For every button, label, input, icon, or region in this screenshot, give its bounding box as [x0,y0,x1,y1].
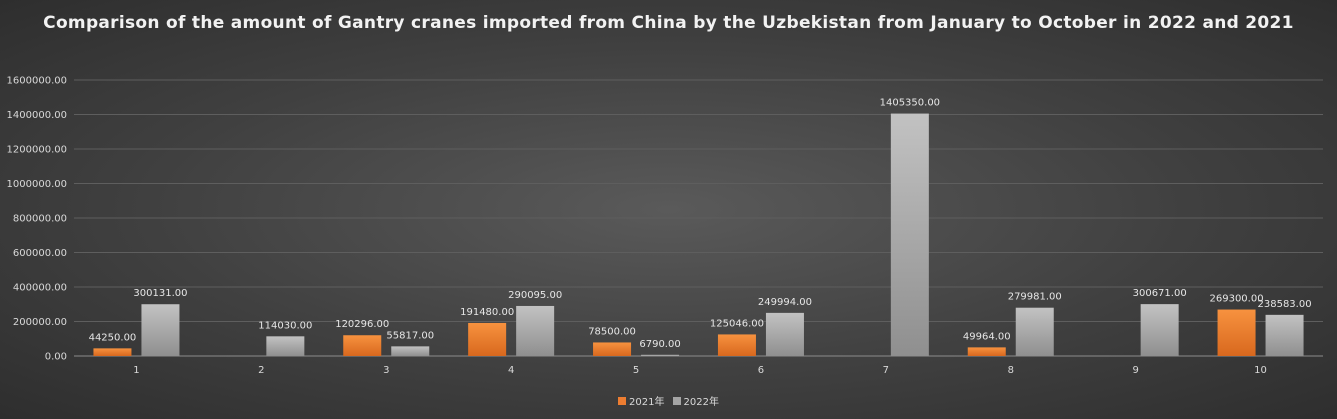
data-label: 44250.00 [89,332,137,343]
legend-item-2021: 2021年 [618,393,665,408]
bar-2022 [1140,304,1179,356]
data-label: 249994.00 [758,297,812,308]
chart-title: Comparison of the amount of Gantry crane… [43,13,1294,33]
x-tick-label: 3 [383,365,389,376]
legend: 2021年 2022年 [0,393,1337,408]
bar-2021 [1217,309,1256,356]
bar-2021 [593,342,632,356]
bar-2021 [93,348,132,356]
data-label: 6790.00 [639,339,680,350]
legend-label-2021: 2021年 [629,397,665,408]
x-tick-label: 9 [1132,365,1138,376]
x-tick-label: 2 [258,365,264,376]
bar-2021 [468,322,507,356]
bar-2022 [141,304,180,356]
data-label: 114030.00 [258,320,312,331]
data-label: 120296.00 [335,319,389,330]
y-tick-label: 400000.00 [13,283,67,294]
data-label: 238583.00 [1258,299,1312,310]
y-tick-label: 200000.00 [13,317,67,328]
bar-2021 [343,335,382,356]
bar-2022 [266,336,305,356]
x-tick-label: 10 [1254,365,1267,376]
data-label: 49964.00 [963,331,1011,342]
bar-2022 [391,346,430,356]
y-tick-label: 1200000.00 [7,145,67,156]
data-label: 125046.00 [710,318,764,329]
data-label: 191480.00 [460,307,514,318]
data-label: 290095.00 [508,290,562,301]
bar-2022 [765,312,804,356]
x-tick-label: 1 [133,365,139,376]
y-tick-label: 1400000.00 [7,110,67,121]
bar-2022 [1015,307,1054,356]
y-tick-label: 1600000.00 [7,76,67,87]
x-tick-label: 8 [1008,365,1014,376]
y-tick-label: 600000.00 [13,248,67,259]
bar-2022 [516,305,555,356]
bar-2022 [890,113,929,357]
data-label: 300671.00 [1133,288,1187,299]
data-label: 279981.00 [1008,292,1062,303]
x-tick-label: 6 [758,365,764,376]
y-tick-label: 800000.00 [13,214,67,225]
legend-swatch-2021 [618,396,627,405]
data-label: 78500.00 [588,326,636,337]
x-tick-label: 7 [883,365,889,376]
x-tick-label: 5 [633,365,639,376]
x-tick-label: 4 [508,365,514,376]
legend-label-2022: 2022年 [683,397,719,408]
y-tick-label: 0.00 [45,352,67,363]
bar-2022 [641,354,680,356]
y-tick-label: 1000000.00 [7,179,67,190]
data-label: 300131.00 [133,288,187,299]
bar-2022 [1265,314,1304,356]
bar-2021 [717,334,756,356]
bar-2021 [967,347,1006,356]
data-label: 55817.00 [386,330,434,341]
data-label: 1405350.00 [880,98,940,109]
data-label: 269300.00 [1210,294,1264,305]
legend-item-2022: 2022年 [672,393,719,408]
legend-swatch-2022 [672,396,681,405]
